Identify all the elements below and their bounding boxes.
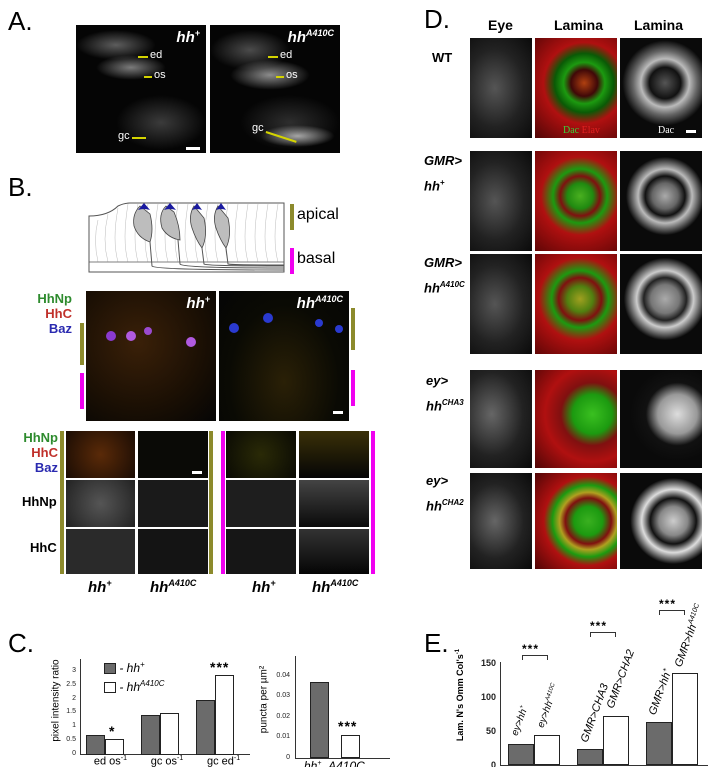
row-label-gmr-a410c: GMR> hhA410C bbox=[424, 255, 465, 296]
apical-bar bbox=[80, 323, 84, 365]
row-label-hhnp: HhNp bbox=[22, 494, 57, 509]
panel-a-image-mutant: hhA410C ed os gc bbox=[210, 25, 340, 153]
panel-b-letter: B. bbox=[8, 172, 33, 202]
bar bbox=[508, 744, 534, 765]
panel-b-image-wt: hh+ bbox=[86, 291, 216, 421]
grid-apical-wt-merge bbox=[66, 431, 135, 478]
row-label-ey-cha3: ey> hhCHA3 bbox=[426, 373, 464, 414]
label-gc: gc bbox=[252, 122, 264, 134]
scale-bar bbox=[186, 147, 200, 150]
stain-hhc: HhC bbox=[45, 306, 72, 321]
eye-disc-schematic bbox=[88, 202, 285, 273]
grid-apical-mut-hhnp bbox=[138, 480, 208, 527]
bar bbox=[310, 682, 329, 758]
stain-baz: Baz bbox=[48, 321, 72, 336]
label-gc: gc bbox=[118, 130, 130, 142]
lamina-dac-image bbox=[620, 254, 702, 354]
legend: - hh+ - hhA410C bbox=[104, 657, 165, 695]
panel-a-image-wt: hh+ ed os gc bbox=[76, 25, 206, 153]
grid-basal-mut-hhnp bbox=[299, 480, 369, 527]
eye-image bbox=[470, 151, 532, 251]
eye-image bbox=[470, 38, 532, 138]
column-label: hhA410C bbox=[150, 578, 197, 596]
genotype: hh bbox=[186, 295, 205, 312]
bar bbox=[341, 735, 360, 758]
panel-d-letter: D. bbox=[424, 4, 450, 34]
column-label: hh+ bbox=[252, 578, 276, 596]
apical-bar bbox=[351, 308, 355, 350]
lamina-dac-image bbox=[620, 151, 702, 251]
lamina-dac-image bbox=[620, 370, 702, 468]
bar bbox=[86, 735, 105, 755]
row-label-hhc: HhC bbox=[30, 540, 57, 555]
label-ed: ed bbox=[150, 49, 163, 61]
column-label: hhA410C bbox=[312, 578, 359, 596]
bar bbox=[215, 675, 234, 755]
genotype: hh bbox=[176, 29, 195, 46]
bar bbox=[603, 716, 629, 765]
grid-apical-mut-hhc bbox=[138, 529, 208, 574]
grid-basal-mut-hhc bbox=[299, 529, 369, 574]
label-os: os bbox=[154, 69, 166, 81]
bar bbox=[672, 673, 698, 765]
label-os: os bbox=[286, 69, 298, 81]
lamina-merge-image bbox=[535, 370, 617, 468]
bar bbox=[196, 700, 215, 755]
row-label-ey-cha2: ey> hhCHA2 bbox=[426, 473, 464, 514]
grid-basal-wt-hhnp bbox=[226, 480, 296, 527]
basal-bar bbox=[290, 248, 294, 274]
apical-label: apical bbox=[297, 206, 339, 223]
basal-label: basal bbox=[297, 250, 336, 267]
bar bbox=[534, 735, 560, 765]
apical-bar bbox=[290, 204, 294, 230]
eye-image bbox=[470, 254, 532, 354]
eye-image bbox=[470, 370, 532, 468]
bar bbox=[141, 715, 160, 755]
stain-legend-bottom: HhNp HhC Baz bbox=[23, 430, 58, 475]
bar bbox=[160, 713, 179, 755]
bar bbox=[105, 739, 124, 755]
chart-e: Lam. N's Omm Col's-1 0 50 100 150 *** **… bbox=[440, 597, 708, 767]
genotype: hh bbox=[287, 29, 306, 46]
col-header-eye: Eye bbox=[488, 17, 513, 33]
col-header-lamina: Lamina bbox=[554, 17, 604, 33]
panel-c-letter: C. bbox=[8, 628, 34, 658]
basal-bar bbox=[351, 370, 355, 406]
col-header-lamina-dac: Lamina bbox=[634, 17, 684, 33]
row-label-wt: WT bbox=[432, 50, 453, 65]
grid-basal-wt-merge bbox=[226, 431, 296, 478]
column-label: hh+ bbox=[88, 578, 112, 596]
lamina-merge-image bbox=[535, 254, 617, 354]
grid-apical-mut-merge bbox=[138, 431, 208, 478]
panel-e-letter: E. bbox=[424, 628, 449, 658]
chart-c1: pixel intensity ratio 0 0.5 1 1.5 2 2.5 … bbox=[40, 655, 250, 767]
lamina-merge-image bbox=[535, 151, 617, 251]
genotype: hh bbox=[296, 295, 315, 312]
stain-hhnp: HhNp bbox=[37, 291, 72, 306]
grid-basal-mut-merge bbox=[299, 431, 369, 478]
row-label-gmr-hh: GMR> hh+ bbox=[424, 153, 462, 194]
lamina-merge-image bbox=[535, 473, 617, 569]
y-axis-label: Lam. N's Omm Col's-1 bbox=[455, 648, 465, 742]
panel-a-letter: A. bbox=[8, 6, 33, 36]
lamina-dac-image: Dac bbox=[620, 38, 702, 138]
basal-bar bbox=[80, 373, 84, 409]
y-axis-label: puncta per µm² bbox=[258, 665, 270, 734]
bar bbox=[577, 749, 603, 765]
bar bbox=[646, 722, 672, 765]
grid-basal-wt-hhc bbox=[226, 529, 296, 574]
label-ed: ed bbox=[280, 49, 293, 61]
x-tick-labels: ed os-1 gc os-1 gc ed-1 bbox=[93, 755, 241, 767]
lamina-merge-image: Dac Elav bbox=[535, 38, 617, 138]
lamina-dac-image bbox=[620, 473, 702, 569]
grid-apical-wt-hhnp bbox=[66, 480, 135, 527]
chart-c2: puncta per µm² 0 0.01 0.02 0.03 0.04 ***… bbox=[250, 650, 400, 767]
stain-legend-top: HhNp HhC Baz bbox=[36, 291, 72, 336]
grid-apical-wt-hhc bbox=[66, 529, 135, 574]
panel-b-image-mutant: hhA410C bbox=[219, 291, 349, 421]
eye-image bbox=[470, 473, 532, 569]
